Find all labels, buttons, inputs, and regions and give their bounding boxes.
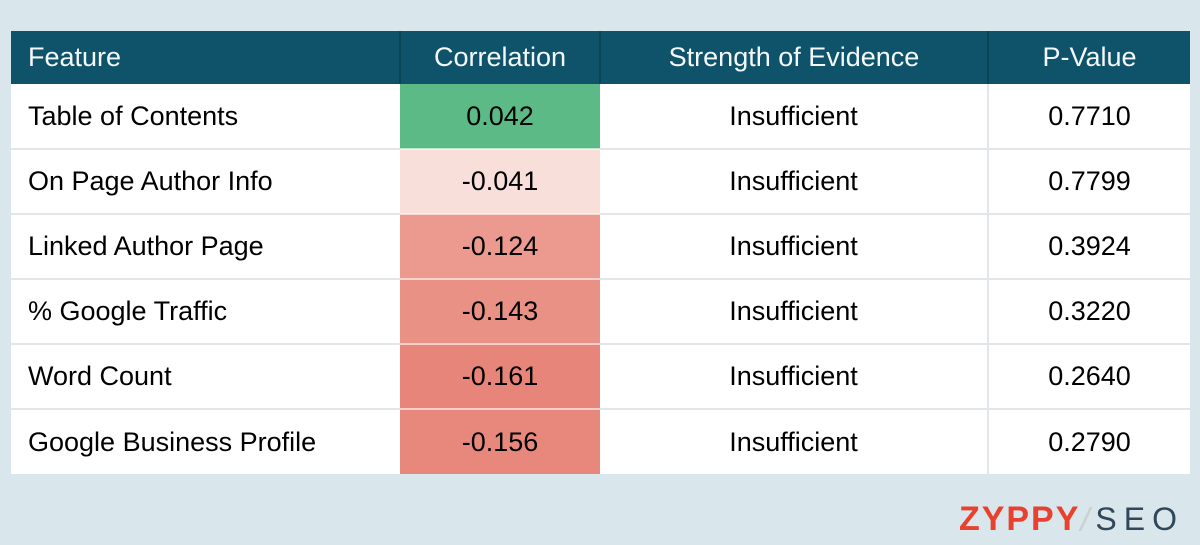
- table-row: Google Business Profile -0.156 Insuffici…: [11, 408, 1190, 474]
- table-row: Linked Author Page -0.124 Insufficient 0…: [11, 213, 1190, 279]
- correlation-cell: -0.041: [400, 148, 600, 214]
- logo-slash-icon: [1078, 507, 1094, 531]
- feature-cell: Linked Author Page: [11, 213, 400, 279]
- correlation-cell: -0.161: [400, 343, 600, 409]
- correlation-cell: 0.042: [400, 84, 600, 149]
- correlation-table: Feature Correlation Strength of Evidence…: [11, 31, 1190, 474]
- column-header-strength: Strength of Evidence: [599, 31, 988, 84]
- pvalue-cell: 0.7710: [987, 84, 1190, 149]
- table-row: Word Count -0.161 Insufficient 0.2640: [11, 343, 1190, 409]
- pvalue-cell: 0.2640: [987, 343, 1190, 409]
- table-row: % Google Traffic -0.143 Insufficient 0.3…: [11, 278, 1190, 344]
- column-header-feature: Feature: [11, 31, 400, 84]
- feature-cell: Google Business Profile: [11, 408, 400, 474]
- feature-cell: On Page Author Info: [11, 148, 400, 214]
- pvalue-cell: 0.2790: [987, 408, 1190, 474]
- feature-cell: Table of Contents: [11, 84, 400, 149]
- correlation-cell: -0.156: [400, 408, 600, 474]
- pvalue-cell: 0.7799: [987, 148, 1190, 214]
- table-row: On Page Author Info -0.041 Insufficient …: [11, 148, 1190, 214]
- column-header-pvalue: P-Value: [987, 31, 1190, 84]
- correlation-cell: -0.143: [400, 278, 600, 344]
- pvalue-cell: 0.3924: [987, 213, 1190, 279]
- logo-brand-text: ZYPPY: [958, 499, 1081, 538]
- feature-cell: % Google Traffic: [11, 278, 400, 344]
- strength-cell: Insufficient: [600, 213, 988, 279]
- strength-cell: Insufficient: [600, 343, 988, 409]
- feature-cell: Word Count: [11, 343, 400, 409]
- logo-suffix-text: SEO: [1095, 500, 1184, 537]
- pvalue-cell: 0.3220: [987, 278, 1190, 344]
- zyppy-seo-logo: ZYPPY SEO: [959, 498, 1184, 540]
- strength-cell: Insufficient: [600, 278, 988, 344]
- table-row: Table of Contents 0.042 Insufficient 0.7…: [11, 84, 1190, 149]
- strength-cell: Insufficient: [600, 408, 988, 474]
- column-header-correlation: Correlation: [399, 31, 600, 84]
- correlation-cell: -0.124: [400, 213, 600, 279]
- strength-cell: Insufficient: [600, 84, 988, 149]
- strength-cell: Insufficient: [600, 148, 988, 214]
- table-header-row: Feature Correlation Strength of Evidence…: [11, 31, 1190, 84]
